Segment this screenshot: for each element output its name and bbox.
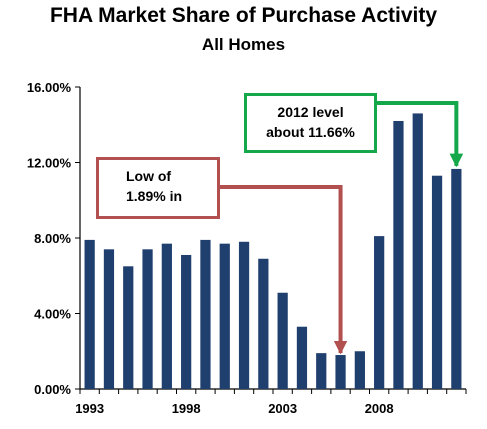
chart-title: FHA Market Share of Purchase Activity (49, 4, 438, 27)
level-2012-annotation-arrow (377, 101, 464, 168)
bar-2008 (374, 236, 385, 389)
bar-2007 (354, 351, 365, 389)
low-annotation-box: Low of 1.89% in (96, 157, 220, 219)
bar-1993 (84, 239, 95, 389)
annotation-arrows (220, 101, 464, 355)
x-tick-label: 2003 (268, 401, 297, 416)
bar-2003 (277, 292, 288, 389)
low-annotation-line1: Low of (126, 168, 172, 184)
level-2012-annotation-line2: about 11.66% (266, 124, 355, 140)
bar-2006 (335, 355, 346, 389)
bar-2010 (412, 113, 423, 390)
bar-1998 (181, 254, 192, 389)
bar-2009 (393, 120, 404, 389)
low-annotation-line2: 1.89% in (126, 188, 183, 204)
bar-2005 (316, 353, 327, 389)
y-tick-label: 12.00% (27, 156, 72, 171)
bar-1997 (161, 243, 172, 389)
bar-1994 (103, 249, 115, 389)
bar-2000 (219, 243, 230, 389)
x-tick-label: 2008 (365, 401, 394, 416)
bar-1999 (200, 239, 211, 389)
bar-2012 (451, 168, 462, 389)
bar-2011 (431, 175, 443, 389)
y-tick-label: 0.00% (34, 382, 71, 397)
bar-series (84, 113, 462, 390)
level-2012-annotation-line1: 2012 level (277, 104, 344, 120)
low-annotation-arrow (220, 185, 348, 355)
x-tick-label: 1993 (75, 401, 104, 416)
chart-subtitle: All Homes (201, 35, 286, 54)
bar-2001 (238, 241, 250, 389)
bar-2002 (258, 258, 269, 389)
y-tick-label: 4.00% (34, 307, 71, 322)
bar-2004 (296, 326, 308, 389)
y-tick-label: 16.00% (27, 80, 72, 95)
y-tick-label: 8.00% (34, 231, 71, 246)
chart-axes: 0.00% 4.00% 8.00% 12.00% 16.00% 1993 1998 2003 2… (27, 80, 467, 416)
x-tick-label: 1998 (172, 401, 201, 416)
bar-1996 (142, 249, 153, 389)
level-2012-annotation-box: 2012 level about 11.66% (244, 93, 377, 153)
bar-1995 (123, 266, 134, 389)
